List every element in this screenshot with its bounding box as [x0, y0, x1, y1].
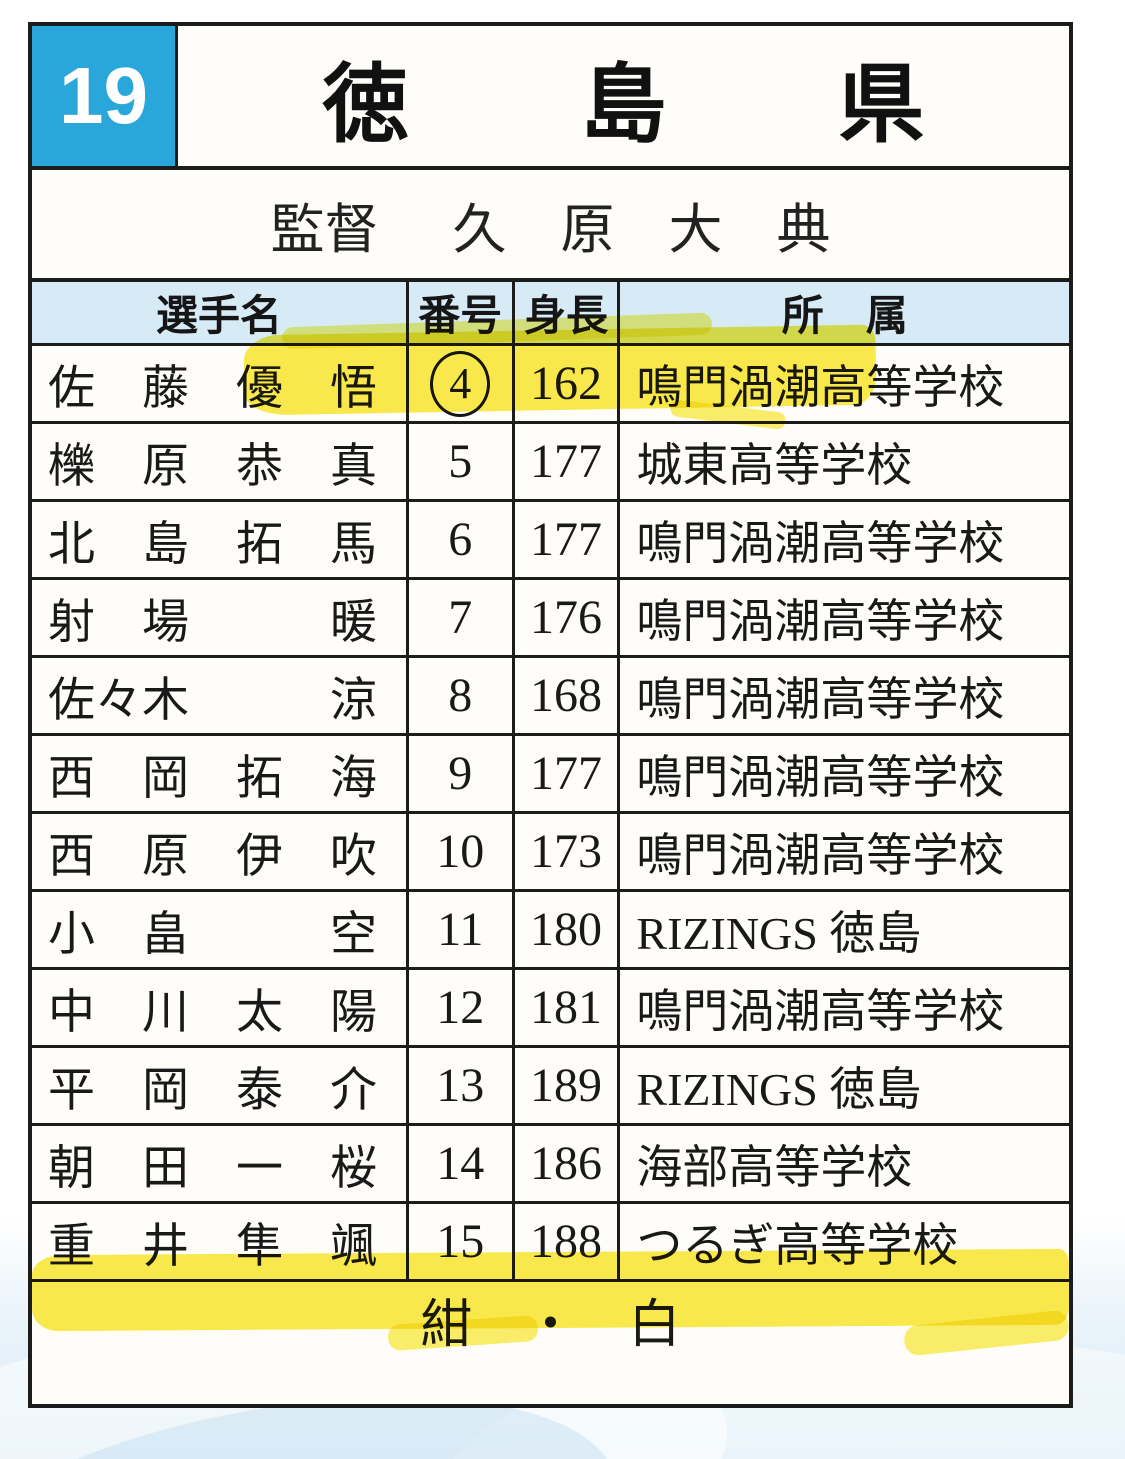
height-cell: 162 [511, 343, 621, 424]
column-header-player-name: 選手名 [32, 282, 409, 346]
height-cell: 177 [511, 733, 621, 814]
height-cell: 173 [511, 811, 621, 892]
coach-label: 監督 [270, 199, 379, 260]
affiliation-cell: 鳴門渦潮高等学校 [617, 967, 1069, 1048]
height-cell: 176 [511, 577, 621, 658]
column-header-affiliation: 所 属 [617, 282, 1069, 346]
jersey-number-cell: 14 [405, 1123, 515, 1204]
prefecture-title: 徳 島 県 [322, 56, 925, 153]
jersey-number-cell: 10 [405, 811, 515, 892]
player-name-cell: 小 畠 空 [32, 889, 409, 970]
player-name-cell: 射 場 暖 [32, 577, 409, 658]
table-row: 佐々木 涼 8 168 鳴門渦潮高等学校 [32, 655, 1069, 736]
jersey-number-cell: 6 [405, 499, 515, 580]
coach-row: 監督 久 原 大 典 [32, 170, 1069, 431]
height-cell: 177 [511, 421, 621, 502]
jersey-number-cell: 5 [405, 421, 515, 502]
height-cell: 177 [511, 499, 621, 580]
height-cell: 181 [511, 967, 621, 1048]
table-header-row: 選手名 番号 身長 所 属 [32, 282, 1069, 346]
table-row: 西 岡 拓 海 9 177 鳴門渦潮高等学校 [32, 733, 1069, 814]
jersey-number-cell: 13 [405, 1045, 515, 1126]
jersey-number-cell: 7 [405, 577, 515, 658]
uniform-colors-row: 紺 ・ 白 [32, 1279, 1069, 1357]
coach-name: 久 原 大 典 [452, 199, 831, 260]
jersey-number-cell: 9 [405, 733, 515, 814]
column-header-number: 番号 [405, 282, 515, 346]
circled-number: 4 [430, 350, 491, 417]
table-row: 平 岡 泰 介 13 189 RIZINGS 徳島 [32, 1045, 1069, 1126]
table-row: 射 場 暖 7 176 鳴門渦潮高等学校 [32, 577, 1069, 658]
table-row: 西 原 伊 吹 10 173 鳴門渦潮高等学校 [32, 811, 1069, 892]
height-cell: 180 [511, 889, 621, 970]
player-name-cell: 重 井 隼 颯 [32, 1201, 409, 1282]
table-row: 朝 田 一 桜 14 186 海部高等学校 [32, 1123, 1069, 1204]
table-row: 北 島 拓 馬 6 177 鳴門渦潮高等学校 [32, 499, 1069, 580]
jersey-number-cell: 8 [405, 655, 515, 736]
affiliation-cell: 鳴門渦潮高等学校 [617, 733, 1069, 814]
affiliation-cell: つるぎ高等学校 [617, 1201, 1069, 1282]
table-row: 小 畠 空 11 180 RIZINGS 徳島 [32, 889, 1069, 970]
affiliation-cell: 鳴門渦潮高等学校 [617, 811, 1069, 892]
region-number: 19 [59, 51, 148, 140]
region-number-box: 19 [32, 26, 178, 166]
affiliation-cell: 鳴門渦潮高等学校 [617, 577, 1069, 658]
uniform-colors: 紺 ・ 白 [32, 1279, 1069, 1357]
player-name-cell: 西 岡 拓 海 [32, 733, 409, 814]
affiliation-cell: RIZINGS 徳島 [617, 1045, 1069, 1126]
player-name-cell: 佐々木 涼 [32, 655, 409, 736]
affiliation-cell: 城東高等学校 [617, 421, 1069, 502]
height-cell: 168 [511, 655, 621, 736]
column-header-height: 身長 [511, 282, 621, 346]
player-name-cell: 佐 藤 優 悟 [32, 343, 409, 424]
player-name-cell: 中 川 太 陽 [32, 967, 409, 1048]
jersey-number-cell: 15 [405, 1201, 515, 1282]
table-row: 佐 藤 優 悟 4 162 鳴門渦潮高等学校 [32, 343, 1069, 424]
player-name-cell: 櫟 原 恭 真 [32, 421, 409, 502]
player-name-cell: 西 原 伊 吹 [32, 811, 409, 892]
jersey-number-cell: 4 [405, 343, 515, 424]
affiliation-cell: RIZINGS 徳島 [617, 889, 1069, 970]
jersey-number-cell: 12 [405, 967, 515, 1048]
table-row-highlighted: 重 井 隼 颯 15 188 つるぎ高等学校 [32, 1201, 1069, 1282]
affiliation-cell: 鳴門渦潮高等学校 [617, 499, 1069, 580]
height-cell: 189 [511, 1045, 621, 1126]
height-cell: 188 [511, 1201, 621, 1282]
affiliation-cell: 海部高等学校 [617, 1123, 1069, 1204]
roster-table: 選手名 番号 身長 所 属 佐 藤 優 悟 4 162 鳴門渦潮高等学校 櫟 原… [32, 282, 1069, 1357]
affiliation-cell: 鳴門渦潮高等学校 [617, 343, 1069, 424]
card-header: 19 徳 島 県 [32, 26, 1069, 170]
table-row: 中 川 太 陽 12 181 鳴門渦潮高等学校 [32, 967, 1069, 1048]
player-name-cell: 平 岡 泰 介 [32, 1045, 409, 1126]
height-cell: 186 [511, 1123, 621, 1204]
player-name-cell: 北 島 拓 馬 [32, 499, 409, 580]
jersey-number-cell: 11 [405, 889, 515, 970]
roster-card: 19 徳 島 県 監督 久 原 大 典 選手名 番号 身長 所 属 [28, 22, 1073, 1408]
table-row: 櫟 原 恭 真 5 177 城東高等学校 [32, 421, 1069, 502]
affiliation-cell: 鳴門渦潮高等学校 [617, 655, 1069, 736]
player-name-cell: 朝 田 一 桜 [32, 1123, 409, 1204]
